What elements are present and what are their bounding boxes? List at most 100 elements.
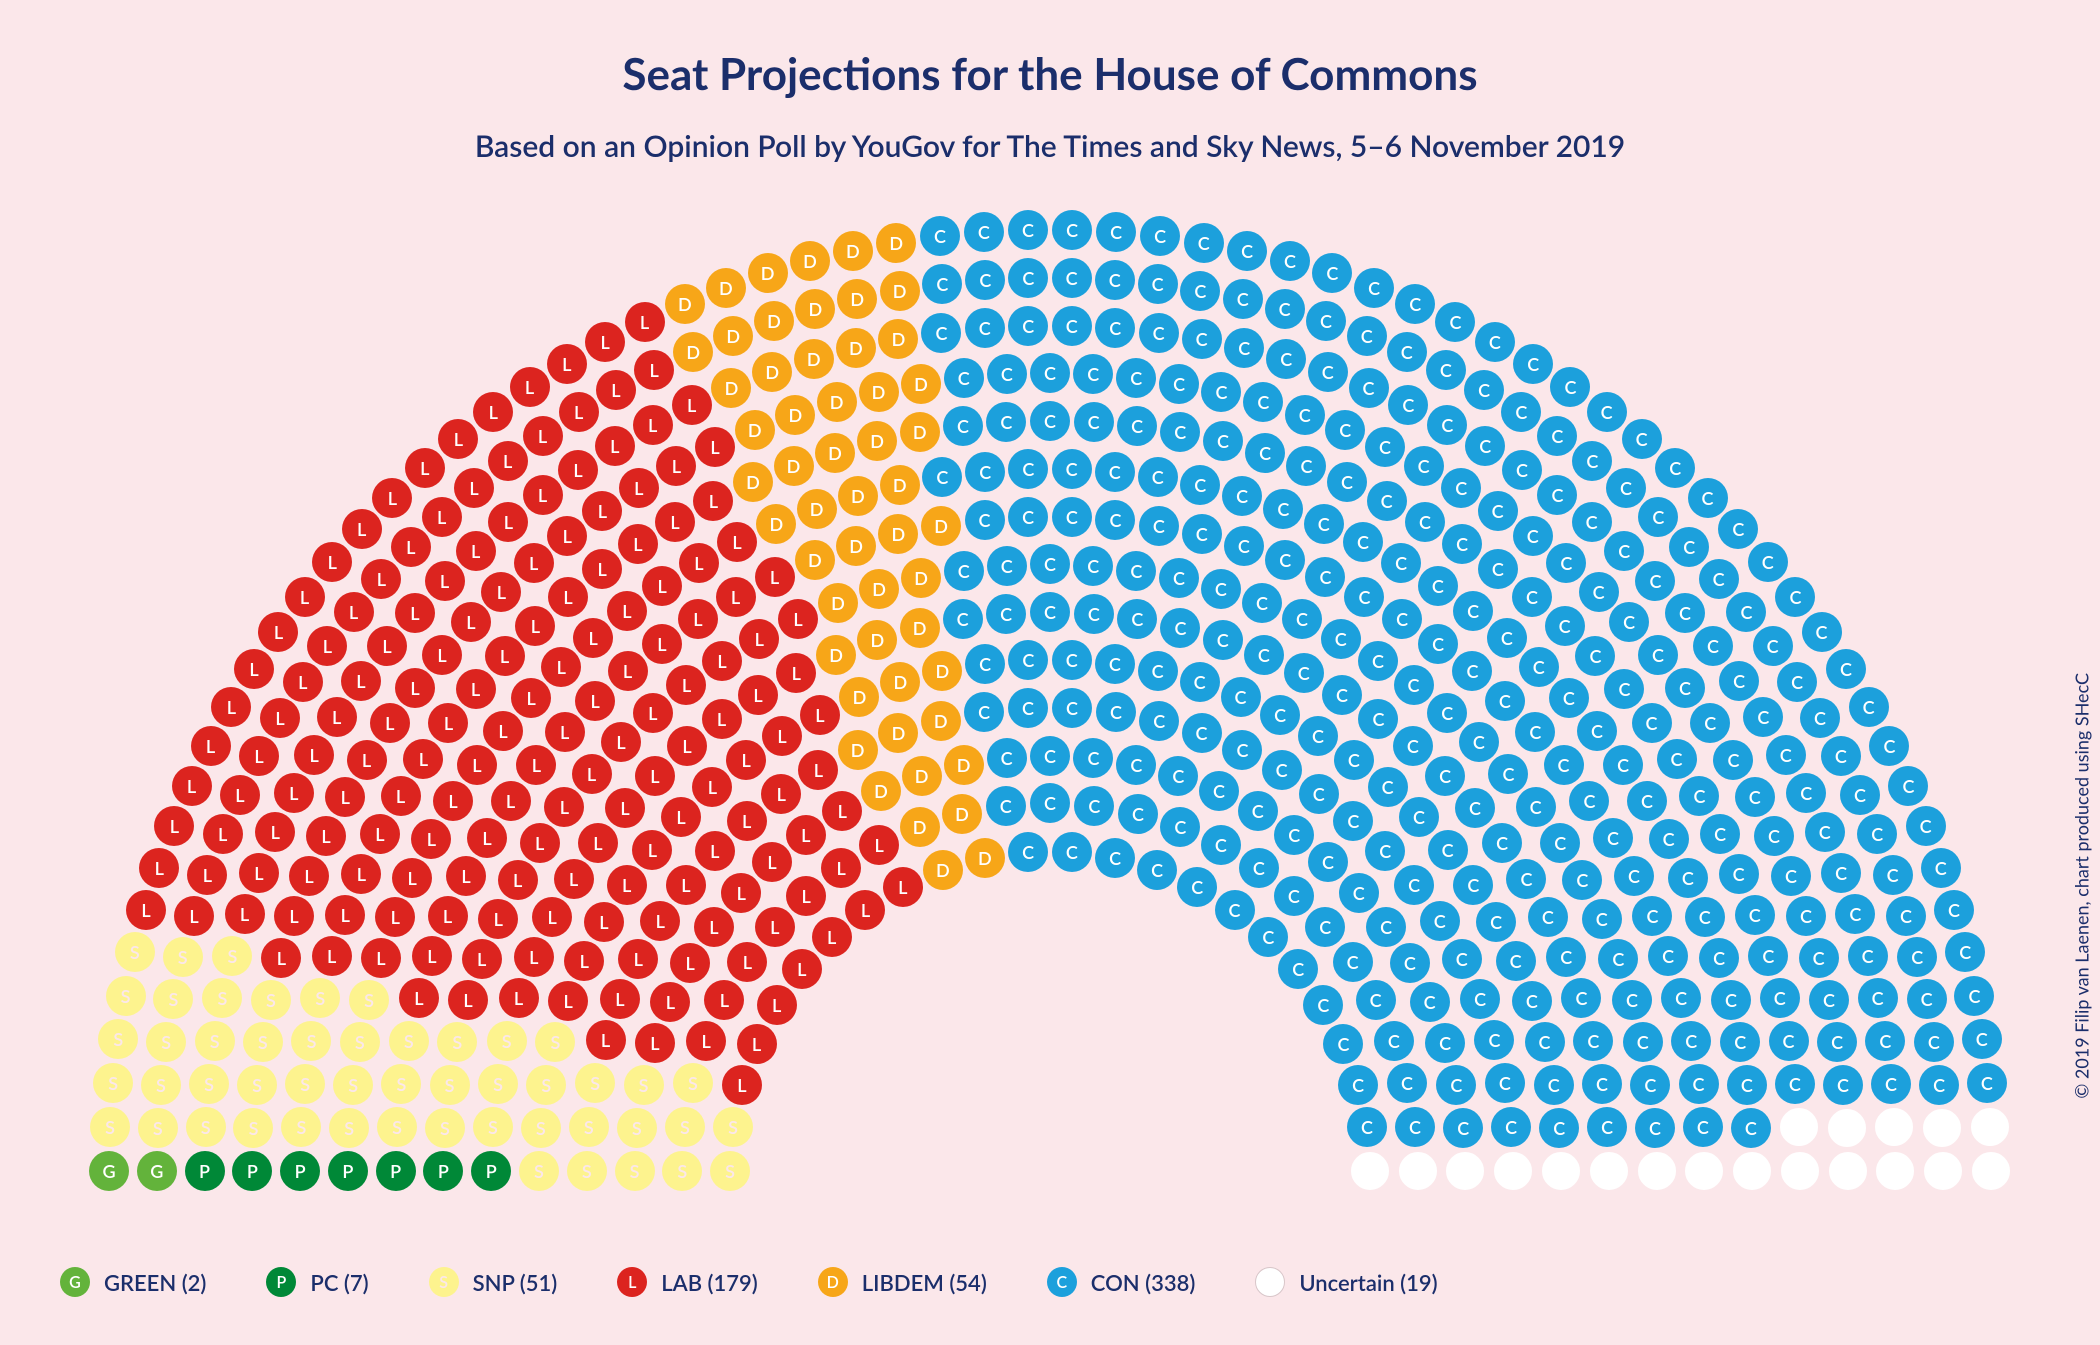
seat-lab: L [608,651,648,691]
seat-uncertain [1922,1108,1962,1148]
seat-con: C [1561,978,1601,1018]
seat-con: C [1321,619,1361,659]
seat-lab: L [761,774,801,814]
legend-item-con: CCON (338) [1047,1267,1196,1297]
seat-snp: S [673,1063,713,1103]
seat-con: C [1871,1064,1911,1104]
seat-con: C [1095,260,1135,300]
seat-con: C [1485,681,1525,721]
chart-title: Seat Projections for the House of Common… [0,48,2100,100]
seat-lab: L [532,897,572,937]
seat-lab: L [422,635,462,675]
seat-libdem: D [775,395,815,435]
seat-con: C [1593,818,1633,858]
seat-con: C [1688,478,1728,518]
seat-lab: L [757,985,797,1025]
seat-lab: L [545,712,585,752]
seat-snp: S [389,1021,429,1061]
seat-libdem: D [901,558,941,598]
seat-lab: L [451,602,491,642]
seat-snp: S [285,1064,325,1104]
seat-lab: L [172,766,212,806]
seat-con: C [1835,894,1875,934]
seat-lab: L [633,693,673,733]
seat-con: C [1248,917,1288,957]
seat-lab: L [405,448,445,488]
seat-lab: L [582,549,622,589]
seat-con: C [1690,703,1730,743]
seat-lab: L [428,703,468,743]
seat-con: C [1347,316,1387,356]
seat-snp: S [713,1107,753,1147]
hemicycle: GGPPPPPPPSSSSSSSSSSSSSSSSSSSSSSSSSSSSSSS… [60,210,2040,1175]
seat-libdem: D [815,433,855,473]
seat-libdem: D [794,339,834,379]
seat-snp: S [478,1064,518,1104]
seat-lab: L [261,938,301,978]
seat-lab: L [786,876,826,916]
seat-con: C [1394,865,1434,905]
seat-lab: L [786,815,826,855]
seat-con: C [1308,352,1348,392]
seat-con: C [1635,561,1675,601]
seat-lab: L [289,856,329,896]
seat-con: C [1577,711,1617,751]
seat-lab: L [704,980,744,1020]
seat-lab: L [234,649,274,689]
seat-lab: L [174,896,214,936]
seat-con: C [1160,608,1200,648]
seat-lab: L [686,1021,726,1061]
seat-snp: S [575,1063,615,1103]
seat-lab: L [341,854,381,894]
seat-con: C [1354,268,1394,308]
seat-con: C [965,452,1005,492]
seat-con: C [1464,370,1504,410]
seat-lab: L [679,543,719,583]
seat-con: C [1140,216,1180,256]
seat-snp: S [340,1022,380,1062]
seat-con: C [1095,452,1135,492]
seat-lab: L [347,740,387,780]
seat-lab: L [625,302,665,342]
seat-lab: L [260,698,300,738]
seat-snp: S [146,1022,186,1062]
seat-con: C [1598,939,1638,979]
seat-con: C [1008,210,1048,250]
seat-lab: L [578,823,618,863]
seat-snp: S [251,980,291,1020]
seat-snp: S [519,1151,559,1191]
seat-con: C [1394,665,1434,705]
seat-lab: L [633,405,673,445]
seat-libdem: D [836,328,876,368]
seat-libdem: D [839,677,879,717]
seat-con: C [1138,651,1178,691]
seat-con: C [1537,475,1577,515]
seat-lab: L [520,823,560,863]
seat-con: C [1286,446,1326,486]
seat-con: C [1817,1022,1857,1062]
seat-lab: L [191,726,231,766]
seat-snp: S [617,1108,657,1148]
seat-lab: L [467,818,507,858]
seat-con: C [1096,212,1136,252]
seat-pc: P [328,1151,368,1191]
seat-con: C [1358,641,1398,681]
seat-con: C [1399,797,1439,837]
seat-snp: S [202,978,242,1018]
seat-con: C [1786,896,1826,936]
seat-con: C [1857,814,1897,854]
seat-con: C [1224,328,1264,368]
seat-con: C [1393,726,1433,766]
seat-con: C [922,457,962,497]
seat-con: C [1138,264,1178,304]
seat-uncertain [1971,1151,2011,1191]
seat-con: C [1539,1108,1579,1148]
seat-con: C [1821,853,1861,893]
seat-lab: L [285,577,325,617]
seat-con: C [1030,736,1070,776]
seat-lab: L [428,896,468,936]
seat-lab: L [822,791,862,831]
seat-con: C [1638,497,1678,537]
seat-lab: L [548,981,588,1021]
seat-con: C [1753,626,1793,666]
